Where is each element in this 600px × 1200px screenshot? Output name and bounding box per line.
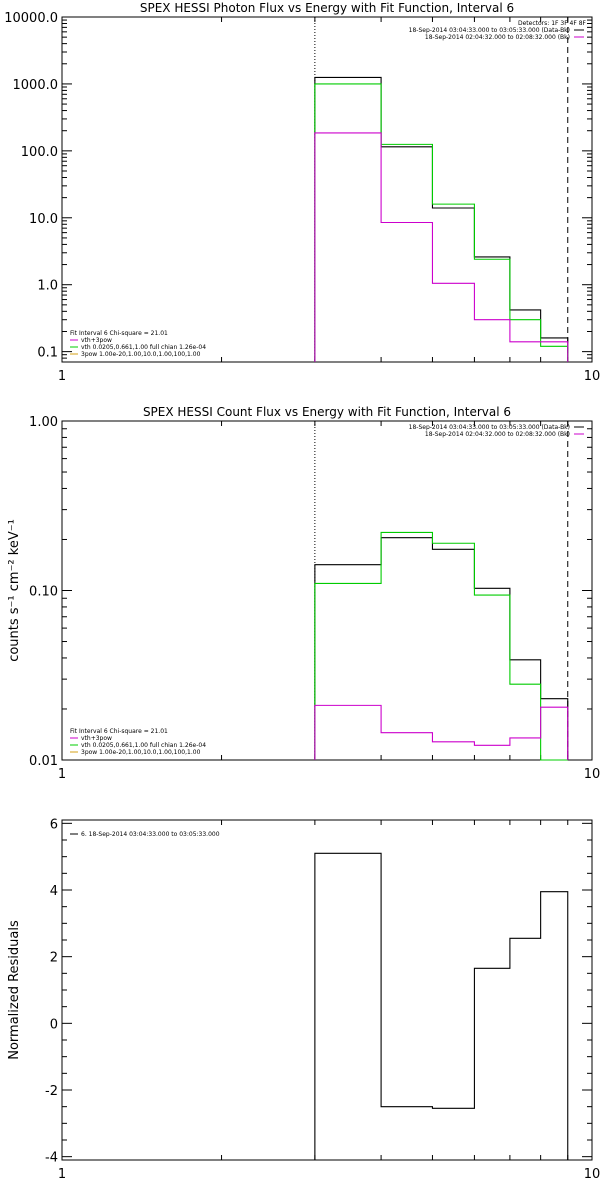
- x-tick-label: 1: [58, 1167, 66, 1182]
- y-tick-label: 2: [50, 951, 58, 966]
- y-axis-label: Normalized Residuals: [7, 920, 22, 1060]
- legend-entry: vth+3pow: [81, 337, 112, 344]
- y-tick-label: -2: [45, 1084, 58, 1099]
- y-axis-label: counts s⁻¹ cm⁻² keV⁻¹: [7, 519, 22, 662]
- y-tick-label: 0.1: [37, 346, 58, 361]
- y-tick-label: 1.00: [29, 415, 58, 430]
- y-tick-label: -4: [45, 1151, 58, 1166]
- series-line-1: [314, 852, 569, 1160]
- plot-frame: [61, 420, 593, 761]
- x-tick-label: 1: [58, 767, 66, 782]
- series-line-3: [314, 132, 569, 362]
- y-tick-label: 0.01: [29, 754, 58, 769]
- series-line-2: [314, 531, 568, 761]
- x-tick-label: 10: [584, 369, 600, 384]
- chart-panel-3: 1 10 -4 -2 0 2 4 6 Normalized Residuals 6. 18-Sep…: [7, 817, 600, 1182]
- legend-header: Detectors: 1F 3F 4F 8F: [518, 20, 587, 27]
- y-tick-label: 6: [50, 817, 58, 832]
- y-tick-label: 10000.0: [4, 11, 58, 26]
- legend-entry: 18-Sep-2014 03:04:33.000 to 03:05:33.000…: [409, 424, 570, 431]
- chart-panel-2: SPEX HESSI Count Flux vs Energy with Fit…: [7, 405, 600, 782]
- chart-title: SPEX HESSI Photon Flux vs Energy with Fi…: [140, 1, 514, 15]
- chart-title: SPEX HESSI Count Flux vs Energy with Fit…: [143, 405, 511, 419]
- y-tick-label: 0.10: [29, 585, 58, 600]
- y-tick-label: 4: [50, 884, 58, 899]
- legend-entry: 18-Sep-2014 02:04:32.000 to 02:08:32.000…: [425, 34, 570, 41]
- y-tick-label: 10.0: [29, 212, 58, 227]
- legend-entry: vth 0.0205,0.661,1.00 full chian 1.26e-0…: [81, 742, 206, 749]
- legend-entry: vth 0.0205,0.661,1.00 full chian 1.26e-0…: [81, 344, 206, 351]
- legend-header: Fit Interval 6 Chi-square = 21.01: [70, 330, 168, 337]
- legend-entry: 6. 18-Sep-2014 03:04:33.000 to 03:05:33.…: [81, 831, 220, 838]
- legend-entry: vth+3pow: [81, 735, 112, 742]
- series-line-2: [314, 83, 569, 362]
- legend-entry: 18-Sep-2014 02:04:32.000 to 02:08:32.000…: [425, 431, 570, 438]
- y-tick-label: 0: [50, 1017, 58, 1032]
- y-tick-label: 100.0: [21, 145, 58, 160]
- x-tick-label: 1: [58, 369, 66, 384]
- y-tick-label: 1000.0: [13, 78, 59, 93]
- chart-panel-1: SPEX HESSI Photon Flux vs Energy with Fi…: [4, 1, 600, 384]
- plot-frame: [61, 16, 593, 363]
- legend-entry: 3pow 1.00e-20,1.00,10.0,1.00,100,1.00: [81, 749, 201, 756]
- series-line-1: [314, 537, 569, 760]
- x-tick-label: 10: [584, 1167, 600, 1182]
- legend-entry: 3pow 1.00e-20,1.00,10.0,1.00,100,1.00: [81, 351, 201, 358]
- plot-frame: [61, 819, 593, 1161]
- legend-header: Fit Interval 6 Chi-square = 21.01: [70, 728, 168, 735]
- series-line-3: [314, 704, 569, 760]
- x-tick-label: 10: [584, 767, 600, 782]
- legend-entry: 18-Sep-2014 03:04:33.000 to 03:05:33.000…: [409, 27, 570, 34]
- y-tick-label: 1.0: [37, 279, 58, 294]
